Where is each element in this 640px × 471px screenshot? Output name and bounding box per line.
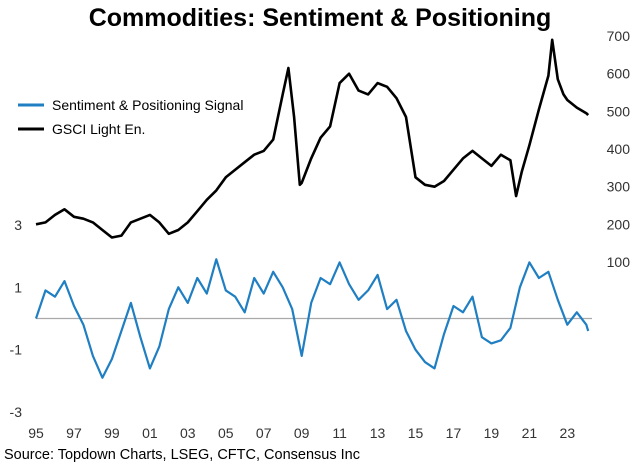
right-tick-label: 700 bbox=[607, 28, 631, 44]
x-tick-label: 97 bbox=[66, 425, 82, 441]
x-tick-label: 09 bbox=[294, 425, 310, 441]
series-line-signal bbox=[34, 258, 590, 379]
right-tick-label: 200 bbox=[607, 216, 631, 232]
x-tick-label: 03 bbox=[180, 425, 196, 441]
x-tick-label: 99 bbox=[104, 425, 120, 441]
legend-label-gsci: GSCI Light En. bbox=[52, 121, 145, 137]
legend: Sentiment & Positioning Signal GSCI Ligh… bbox=[18, 97, 243, 137]
x-tick-label: 19 bbox=[484, 425, 500, 441]
x-tick-label: 01 bbox=[142, 425, 158, 441]
right-tick-label: 100 bbox=[607, 254, 631, 270]
x-tick-label: 13 bbox=[370, 425, 386, 441]
x-tick-label: 17 bbox=[446, 425, 462, 441]
source-note: Source: Topdown Charts, LSEG, CFTC, Cons… bbox=[4, 447, 360, 463]
left-tick-label: -3 bbox=[10, 404, 23, 420]
series-line-gsci bbox=[35, 38, 590, 239]
x-tick-label: 07 bbox=[256, 425, 272, 441]
x-tick-label: 05 bbox=[218, 425, 234, 441]
x-tick-label: 11 bbox=[332, 425, 347, 441]
legend-label-signal: Sentiment & Positioning Signal bbox=[52, 97, 243, 113]
left-tick-label: -1 bbox=[10, 342, 23, 358]
x-tick-label: 95 bbox=[28, 425, 44, 441]
right-tick-label: 500 bbox=[607, 103, 631, 119]
x-tick-label: 15 bbox=[408, 425, 424, 441]
x-tick-label: 21 bbox=[522, 425, 538, 441]
right-tick-label: 400 bbox=[607, 141, 631, 157]
left-tick-label: 3 bbox=[14, 217, 22, 233]
right-tick-label: 600 bbox=[607, 66, 631, 82]
right-tick-label: 300 bbox=[607, 179, 631, 195]
left-tick-label: 1 bbox=[14, 279, 22, 295]
chart-title: Commodities: Sentiment & Positioning bbox=[88, 4, 552, 32]
x-tick-label: 23 bbox=[560, 425, 576, 441]
